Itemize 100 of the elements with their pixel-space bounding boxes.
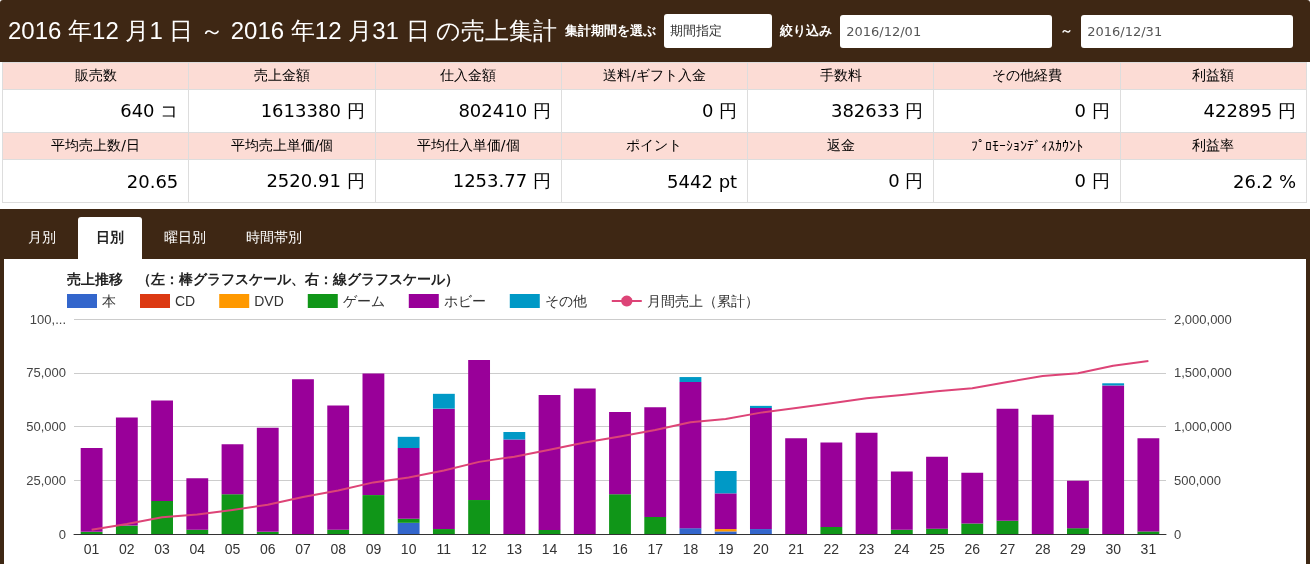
bar bbox=[186, 529, 209, 534]
x-tick-label: 24 bbox=[894, 541, 910, 557]
bar bbox=[1102, 385, 1125, 534]
x-tick-label: 09 bbox=[365, 541, 382, 557]
text: 26.2 % bbox=[1120, 159, 1307, 203]
text: 0 円 bbox=[747, 159, 934, 203]
bar bbox=[749, 405, 772, 409]
x-tick-label: 22 bbox=[823, 541, 840, 557]
text: 日別 bbox=[78, 217, 142, 259]
x-tick-label: 17 bbox=[647, 541, 664, 557]
legend-label: 本 bbox=[102, 293, 116, 309]
x-tick-label: 31 bbox=[1140, 541, 1157, 557]
bar bbox=[503, 431, 526, 440]
bar bbox=[115, 417, 138, 526]
x-tick-label: 26 bbox=[964, 541, 981, 557]
bar bbox=[151, 400, 173, 501]
bar bbox=[1067, 528, 1089, 534]
text: 月別 bbox=[27, 228, 57, 247]
x-tick-label: 15 bbox=[576, 541, 593, 557]
text: 802410 円 bbox=[375, 89, 562, 133]
bar bbox=[820, 442, 843, 527]
bar bbox=[926, 456, 948, 529]
bar bbox=[890, 471, 913, 530]
bar bbox=[221, 444, 244, 495]
y2-tick-label: 0 bbox=[1174, 526, 1182, 542]
x-tick-label: 08 bbox=[330, 541, 347, 557]
legend-label: 月間売上（累計） bbox=[646, 293, 759, 309]
text: ～ bbox=[1060, 22, 1074, 40]
bar bbox=[1137, 438, 1160, 532]
bar bbox=[926, 528, 948, 534]
bar bbox=[397, 518, 420, 523]
x-tick-label: 13 bbox=[506, 541, 523, 557]
bar bbox=[151, 500, 173, 534]
text: 20.65 bbox=[2, 159, 189, 203]
x-tick-label: 06 bbox=[259, 541, 276, 557]
bar bbox=[644, 517, 667, 534]
text: 422895 円 bbox=[1120, 89, 1307, 133]
bar bbox=[573, 388, 596, 534]
bar bbox=[432, 529, 455, 534]
text: その他経費 bbox=[933, 62, 1121, 90]
text: 利益率 bbox=[1120, 132, 1307, 160]
bar bbox=[714, 471, 737, 494]
bar bbox=[961, 523, 984, 534]
text: 曜日別 bbox=[163, 228, 207, 247]
bar bbox=[468, 360, 491, 501]
text: 平均売上単価/個 bbox=[188, 132, 376, 160]
legend-label: ゲーム bbox=[342, 293, 385, 309]
x-tick-label: 01 bbox=[83, 541, 100, 557]
bar bbox=[679, 377, 702, 382]
text: 集計期間を選ぶ bbox=[565, 22, 657, 40]
text: 2016/12/01 bbox=[840, 14, 1053, 48]
bar bbox=[397, 448, 420, 519]
bar bbox=[327, 529, 350, 534]
legend-label: その他 bbox=[544, 293, 587, 309]
x-tick-label: 28 bbox=[1034, 541, 1051, 557]
bar bbox=[749, 408, 772, 530]
chart-title: 売上推移 （左：棒グラフスケール、右：線グラフスケール） bbox=[67, 271, 459, 287]
bar bbox=[503, 439, 526, 534]
legend-label: DVD bbox=[254, 293, 284, 309]
bar bbox=[1067, 480, 1089, 529]
y2-tick-label: 500,000 bbox=[1174, 472, 1221, 488]
text: 0 円 bbox=[933, 159, 1121, 203]
bar bbox=[644, 407, 667, 518]
bar bbox=[432, 393, 455, 409]
bar bbox=[1102, 383, 1125, 386]
bar bbox=[1031, 414, 1054, 534]
bar bbox=[538, 394, 561, 530]
bar bbox=[186, 478, 209, 530]
bar bbox=[890, 529, 913, 534]
bar bbox=[432, 408, 455, 530]
legend-label: ホビー bbox=[443, 293, 486, 309]
bar bbox=[327, 405, 350, 530]
x-tick-label: 19 bbox=[717, 541, 734, 557]
bar bbox=[679, 528, 702, 534]
x-tick-label: 29 bbox=[1070, 541, 1086, 557]
y-tick-label: 50,000 bbox=[26, 419, 66, 434]
bar bbox=[785, 438, 808, 534]
x-tick-label: 07 bbox=[295, 541, 311, 557]
text: 売上金額 bbox=[188, 62, 376, 90]
y-tick-label: 0 bbox=[58, 526, 66, 542]
y-tick-label: 25,000 bbox=[26, 472, 66, 488]
bar bbox=[996, 520, 1019, 534]
x-tick-label: 30 bbox=[1105, 541, 1122, 557]
text: 手数料 bbox=[747, 62, 934, 90]
line-series bbox=[90, 360, 1150, 531]
bar bbox=[538, 529, 561, 534]
text: 絞り込み bbox=[780, 22, 833, 40]
x-tick-label: 25 bbox=[929, 541, 946, 557]
text: 0 円 bbox=[933, 89, 1121, 133]
text: 平均仕入単価/個 bbox=[375, 132, 562, 160]
x-tick-label: 03 bbox=[154, 541, 171, 557]
text: 640 コ bbox=[2, 89, 189, 133]
bar bbox=[256, 531, 279, 534]
bar bbox=[996, 408, 1019, 521]
text: ﾌﾟﾛﾓｰｼｮﾝﾃﾞｨｽｶｳﾝﾄ bbox=[933, 132, 1121, 160]
bar bbox=[468, 500, 491, 534]
x-tick-label: 14 bbox=[541, 541, 558, 557]
bar bbox=[115, 525, 138, 534]
text: 2016 年12 月1 日 ～ 2016 年12 月31 日 の売上集計 bbox=[8, 16, 558, 46]
text: 平均売上数/日 bbox=[2, 132, 189, 160]
